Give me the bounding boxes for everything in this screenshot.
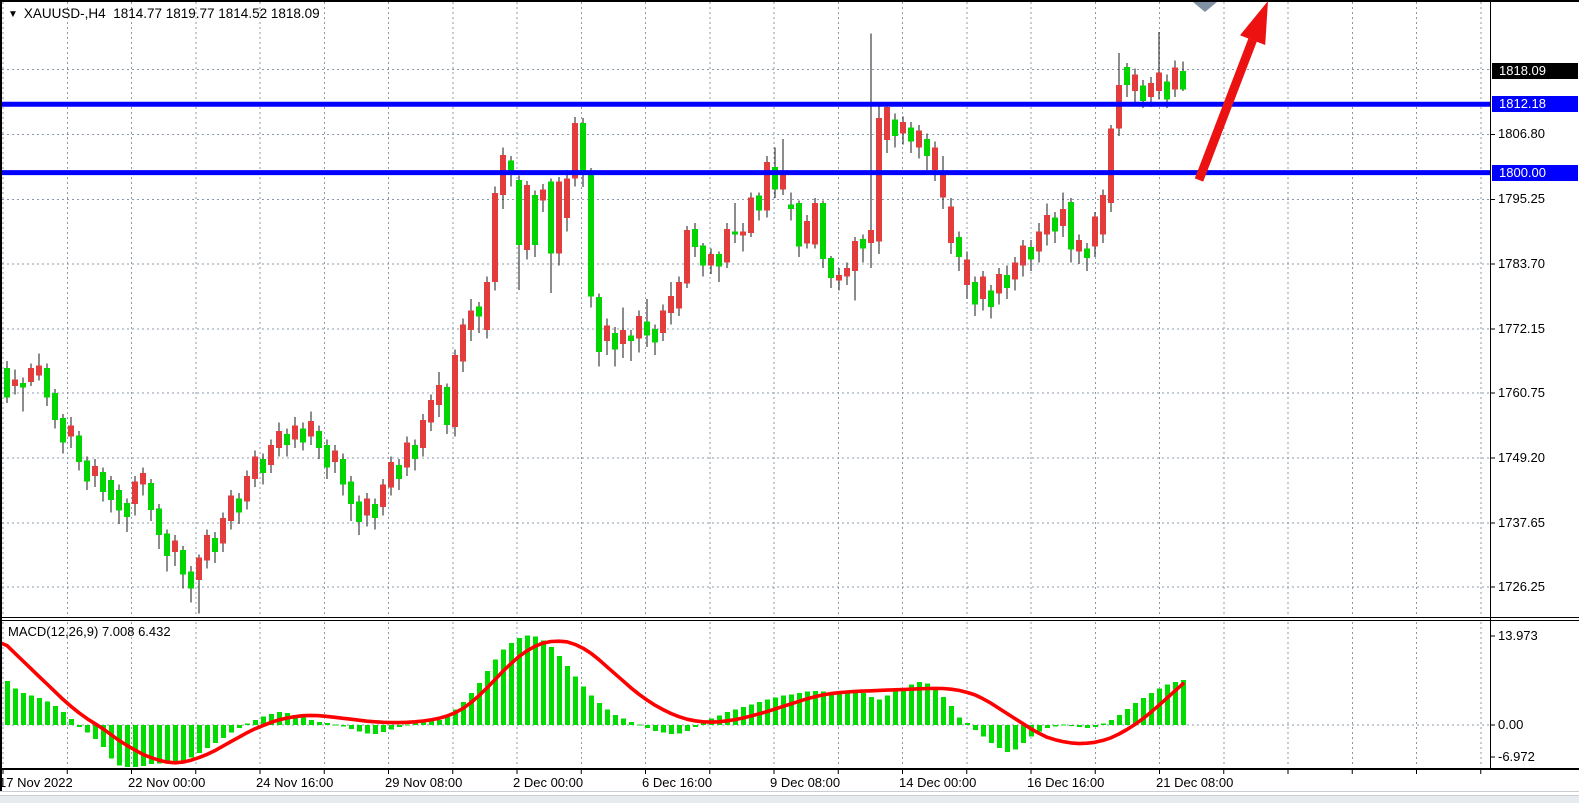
- macd-axis-label: 0.00: [1498, 717, 1524, 732]
- time-axis-label: 17 Nov 2022: [0, 775, 73, 790]
- macd-histogram: [5, 635, 1186, 767]
- indicator-label: MACD(12,26,9) 7.008 6.432: [8, 624, 171, 639]
- price-axis-label: 1806.80: [1498, 126, 1545, 141]
- time-axis-label: 22 Nov 00:00: [128, 775, 206, 790]
- time-axis-label: 14 Dec 00:00: [899, 775, 977, 790]
- price-axis-label: 1795.25: [1498, 191, 1545, 206]
- price-axis-label: 1772.15: [1498, 321, 1545, 336]
- macd-axis-label: -6.972: [1498, 749, 1535, 764]
- price-axis-label: 1783.70: [1498, 256, 1545, 271]
- indicator-values: 7.008 6.432: [101, 624, 171, 639]
- time-axis-label: 21 Dec 08:00: [1156, 775, 1234, 790]
- time-axis-label: 9 Dec 08:00: [770, 775, 841, 790]
- indicator-name: MACD(12,26,9): [8, 624, 99, 639]
- window-bottom-edge: [0, 795, 1579, 803]
- time-axis-label: 2 Dec 00:00: [513, 775, 584, 790]
- macd-signal-line: [0, 639, 1185, 765]
- axis-ticks: [1490, 133, 1495, 758]
- price-axis-label: 1726.25: [1498, 579, 1545, 594]
- time-axis-label: 29 Nov 08:00: [385, 775, 463, 790]
- symbol-triangle-icon: ▼: [8, 9, 18, 20]
- level-price-badge: 1812.18: [1492, 96, 1578, 112]
- time-axis-label: 6 Dec 16:00: [642, 775, 713, 790]
- candlestick-series-down: [12, 67, 1178, 580]
- chart-title: ▼ XAUUSD-,H4 1814.77 1819.77 1814.52 1818…: [8, 6, 320, 21]
- macd-axis-label: 13.973: [1498, 628, 1538, 643]
- price-axis-label: 1760.75: [1498, 385, 1545, 400]
- current-price-badge: 1818.09: [1492, 63, 1578, 79]
- ohlc-quote-label: 1814.77 1819.77 1814.52 1818.09: [113, 6, 320, 21]
- chart-shift-marker-icon[interactable]: [1193, 2, 1217, 12]
- candle-wicks: [6, 32, 1184, 614]
- price-axis-label: 1737.65: [1498, 515, 1545, 530]
- time-axis-label: 16 Dec 16:00: [1027, 775, 1105, 790]
- time-axis-label: 24 Nov 16:00: [256, 775, 334, 790]
- panel-separator-line2: [0, 620, 1579, 621]
- level-price-badge: 1800.00: [1492, 165, 1578, 181]
- trend-arrow[interactable]: [1194, 1, 1268, 182]
- panel-separator[interactable]: [0, 617, 1579, 618]
- candlestick-series-up: [4, 67, 1186, 589]
- symbol-period-label: XAUUSD-,H4: [23, 6, 106, 21]
- gridlines: [2, 2, 1489, 767]
- price-axis-label: 1749.20: [1498, 450, 1545, 465]
